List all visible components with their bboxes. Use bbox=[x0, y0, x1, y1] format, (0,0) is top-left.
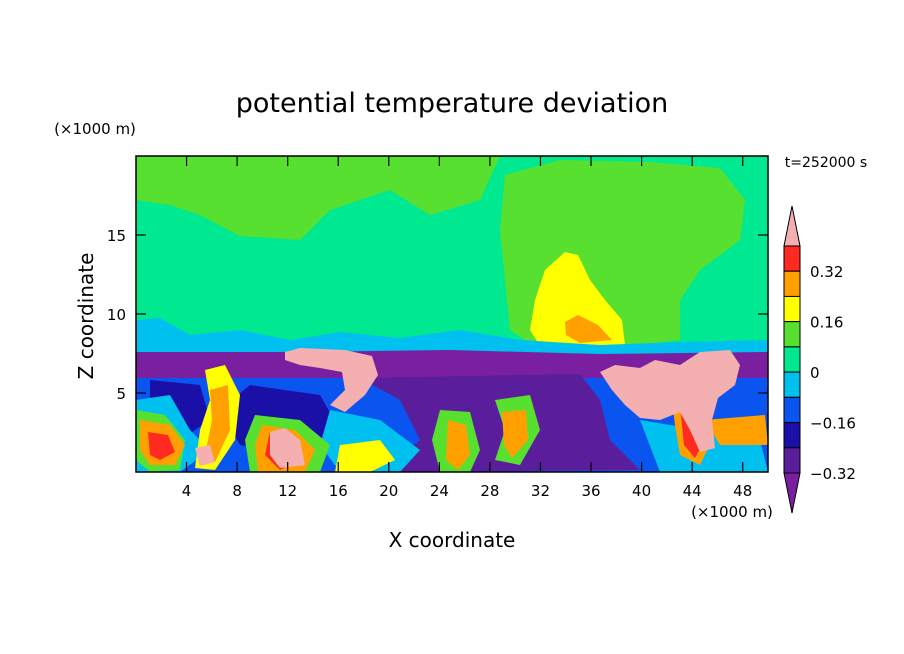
x-tick-label: 40 bbox=[632, 482, 651, 500]
field-plume-orange bbox=[565, 315, 612, 343]
field-bubble-pink-small bbox=[195, 445, 215, 466]
field-bl-orange5 bbox=[502, 410, 528, 458]
colorbar-swatch bbox=[783, 422, 801, 449]
field-bubble-left-low bbox=[270, 428, 305, 468]
chart-title: potential temperature deviation bbox=[236, 88, 668, 119]
y-tick-label: 10 bbox=[107, 306, 126, 324]
y-tick-label: 5 bbox=[116, 385, 126, 403]
time-label: t=252000 s bbox=[785, 155, 867, 171]
x-tick-label: 48 bbox=[733, 482, 752, 500]
field-bl-orange4 bbox=[446, 420, 470, 470]
colorbar-bottom-arrow bbox=[783, 472, 801, 514]
y-unit-label: (×1000 m) bbox=[54, 120, 136, 138]
colorbar-swatch bbox=[783, 295, 801, 323]
colorbar-swatch bbox=[783, 396, 801, 424]
colorbar: 0.32 0.16 0 −0.16 −0.32 bbox=[783, 205, 856, 514]
field-cyan-fringe bbox=[136, 318, 768, 358]
colorbar-label: −0.16 bbox=[810, 415, 856, 433]
field-bl-yellow2 bbox=[335, 440, 395, 472]
colorbar-top-arrow bbox=[783, 205, 801, 247]
field-plume-yellow bbox=[530, 252, 625, 348]
y-tick-label: 15 bbox=[107, 227, 126, 245]
field-top-green bbox=[136, 156, 500, 240]
x-axis-title: X coordinate bbox=[389, 528, 516, 552]
field-bubble-right bbox=[600, 350, 740, 452]
x-tick-label: 20 bbox=[379, 482, 398, 500]
colorbar-label: 0.16 bbox=[810, 314, 843, 332]
x-tick-label: 4 bbox=[182, 482, 192, 500]
colorbar-label: −0.32 bbox=[810, 465, 856, 483]
x-unit-label: (×1000 m) bbox=[691, 503, 773, 521]
x-tick-label: 24 bbox=[430, 482, 449, 500]
colorbar-swatch bbox=[783, 270, 801, 297]
plot-field bbox=[136, 156, 768, 472]
x-tick-label: 36 bbox=[581, 482, 600, 500]
colorbar-swatch bbox=[783, 245, 801, 272]
colorbar-swatch bbox=[783, 346, 801, 373]
x-tick-label: 16 bbox=[329, 482, 348, 500]
x-axis-ticks: 4 8 12 16 20 24 28 32 36 40 44 48 bbox=[182, 156, 752, 500]
field-bl-orange2 bbox=[205, 385, 230, 462]
field-bl-red1 bbox=[148, 432, 175, 460]
colorbar-swatch bbox=[783, 447, 801, 474]
x-tick-label: 8 bbox=[232, 482, 242, 500]
x-tick-label: 44 bbox=[683, 482, 702, 500]
field-bl-orange7 bbox=[705, 415, 768, 445]
colorbar-label: 0.32 bbox=[810, 263, 843, 281]
x-tick-label: 28 bbox=[480, 482, 499, 500]
colorbar-swatch bbox=[783, 371, 801, 398]
field-bubble-left bbox=[285, 348, 378, 412]
y-axis-ticks: 5 10 15 bbox=[107, 227, 768, 403]
x-tick-label: 32 bbox=[531, 482, 550, 500]
y-axis-title: Z coordinate bbox=[74, 253, 98, 380]
x-tick-label: 12 bbox=[278, 482, 297, 500]
colorbar-label: 0 bbox=[810, 364, 820, 382]
field-bl-purple-mid bbox=[360, 374, 640, 472]
colorbar-swatch bbox=[783, 321, 801, 348]
